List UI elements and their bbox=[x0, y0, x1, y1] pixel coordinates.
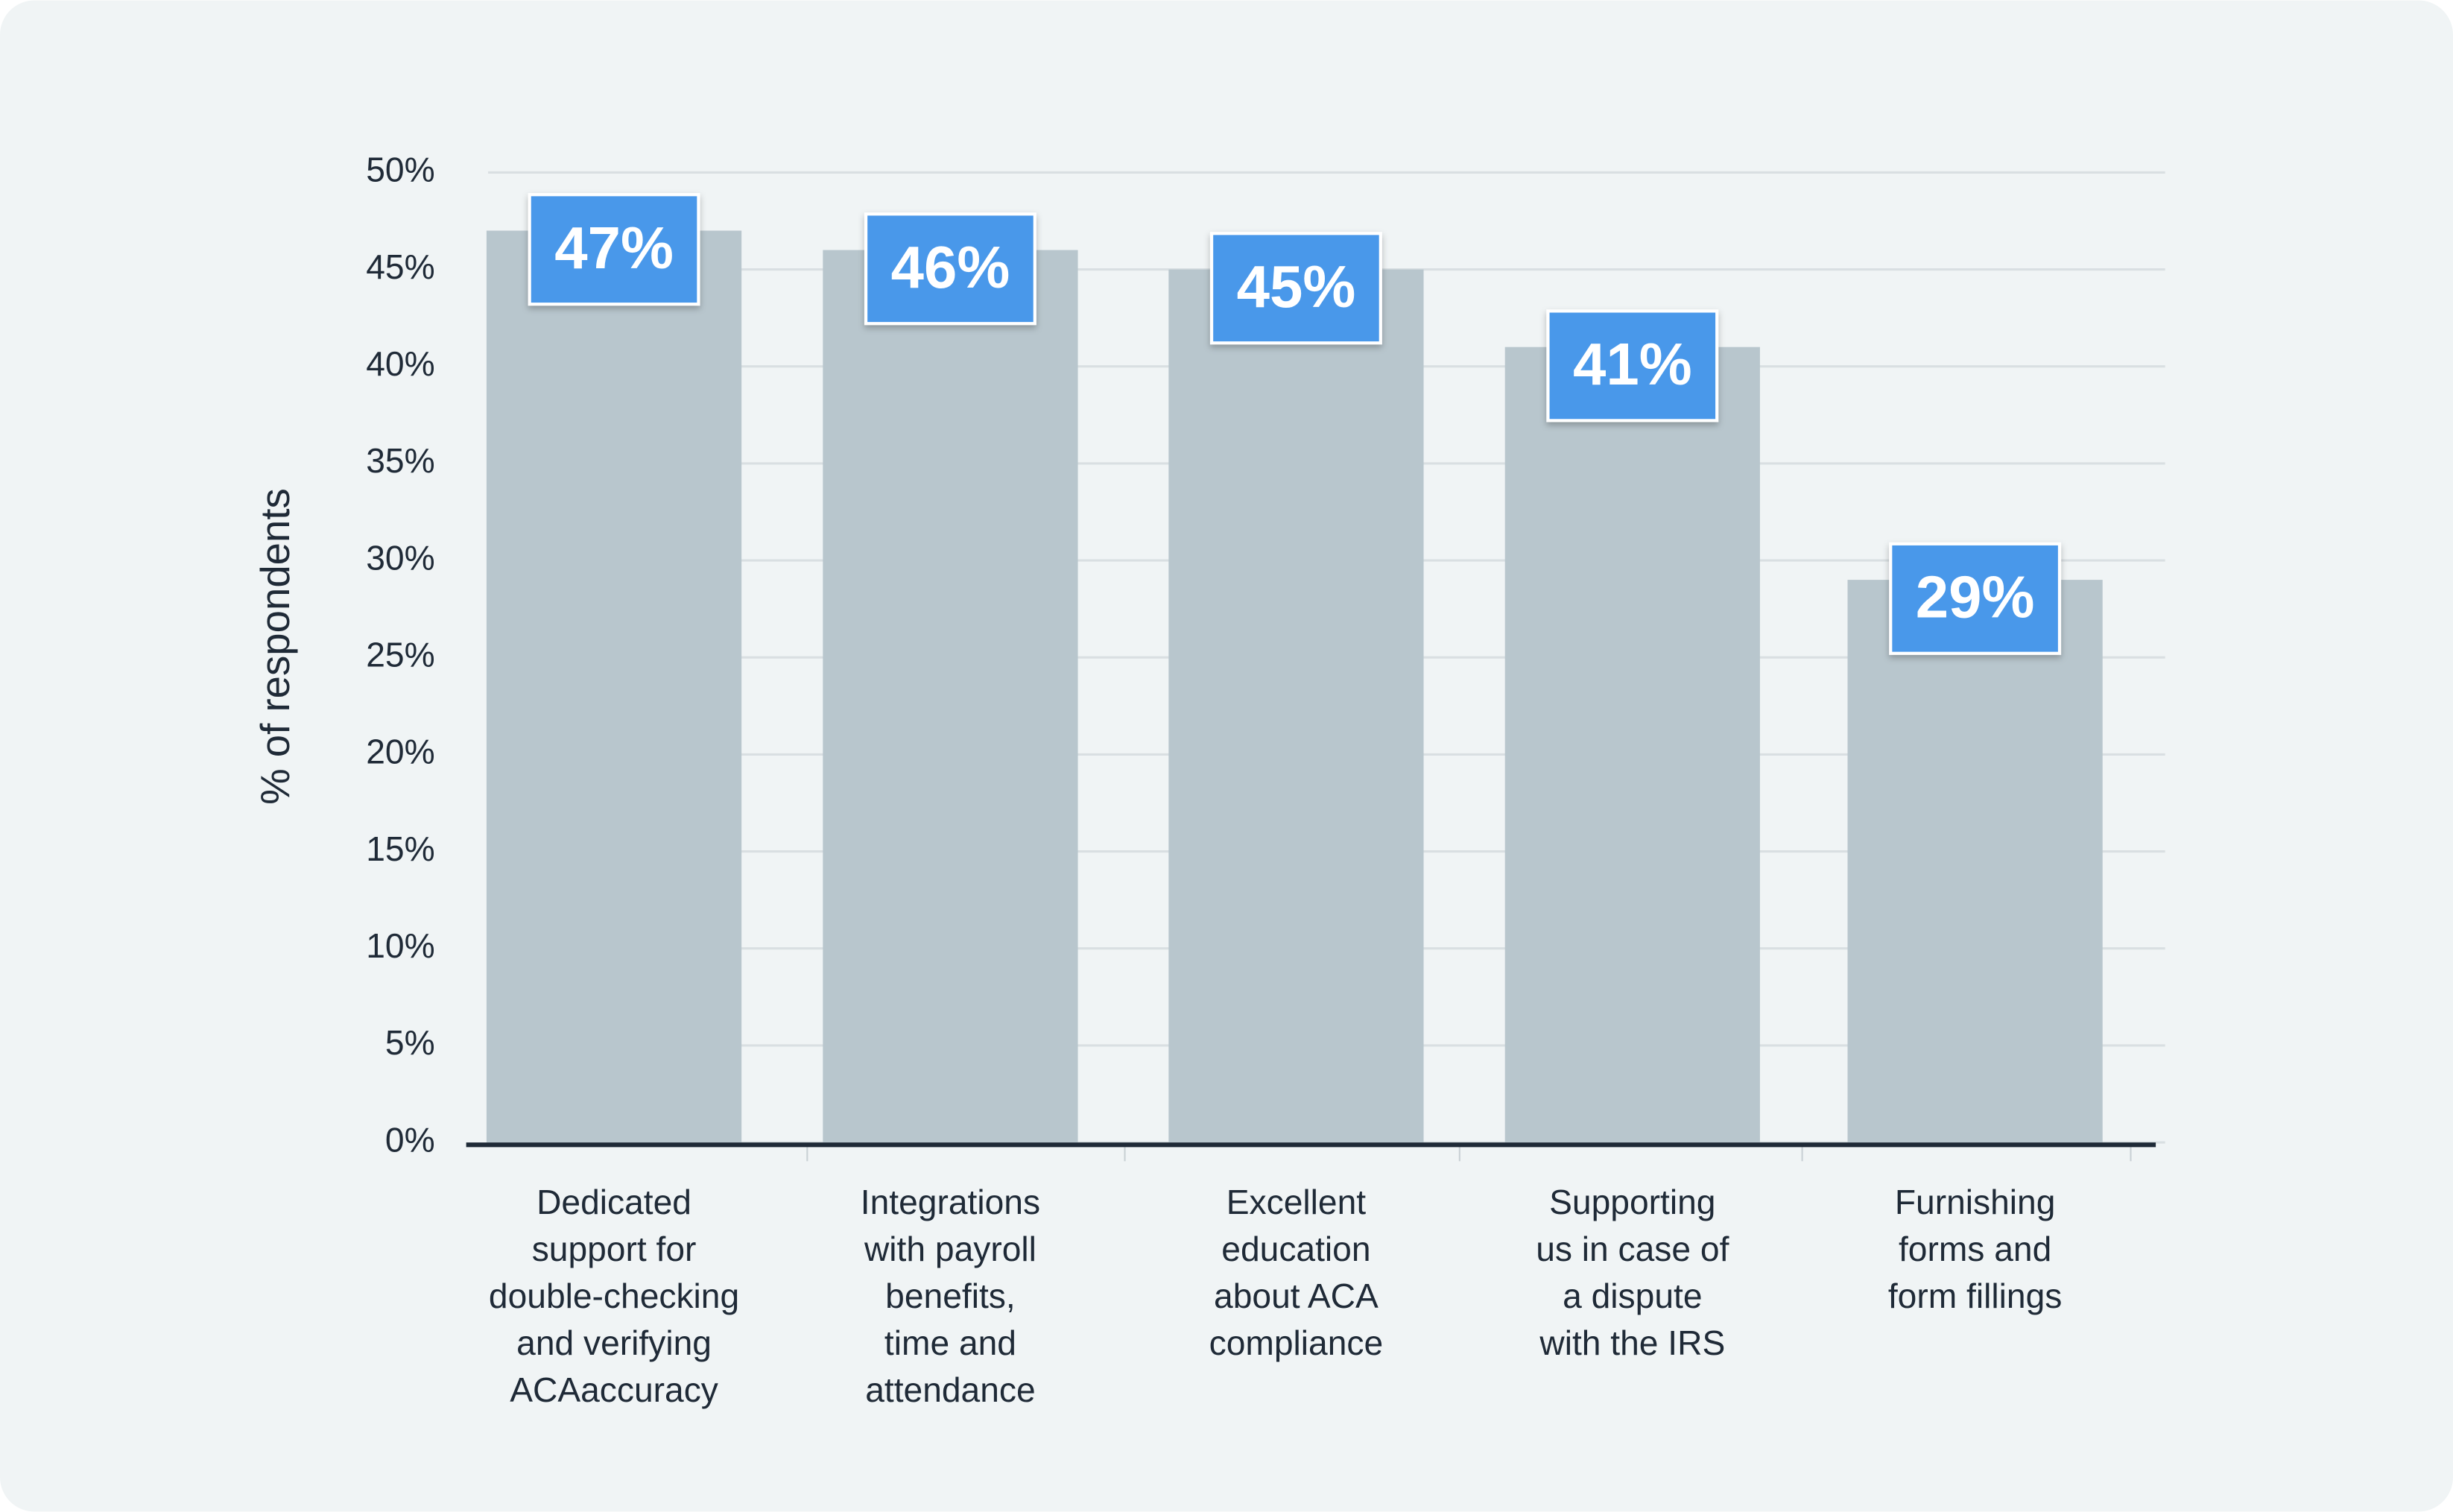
x-tick-label-line: Supporting bbox=[1549, 1183, 1715, 1221]
y-tick-label: 0% bbox=[385, 1120, 435, 1159]
x-tick-label-line: attendance bbox=[865, 1370, 1036, 1409]
value-label-box bbox=[864, 212, 1036, 326]
x-tick-label-line: forms and bbox=[1899, 1230, 2051, 1268]
x-tick-label-line: Integrations bbox=[861, 1183, 1040, 1221]
y-tick-label: 20% bbox=[366, 733, 434, 771]
bar bbox=[1168, 269, 1424, 1143]
x-tick-label: Excellent education about ACA compliance bbox=[1209, 1183, 1384, 1362]
y-axis-title: % of respondents bbox=[253, 488, 298, 805]
x-tick-label-line: and verifying bbox=[516, 1323, 712, 1362]
x-tick-label-line: benefits, bbox=[885, 1277, 1016, 1315]
y-tick-label: 5% bbox=[385, 1023, 435, 1062]
y-tick-label: 25% bbox=[366, 635, 434, 674]
value-label-box bbox=[1546, 309, 1719, 423]
y-tick-label: 50% bbox=[366, 151, 434, 189]
x-tick-label-line: compliance bbox=[1209, 1323, 1384, 1362]
bar bbox=[486, 230, 742, 1143]
x-tick-label: Dedicated support for double-checking and v… bbox=[489, 1183, 739, 1409]
value-label: 47% bbox=[554, 215, 674, 281]
x-tick-label-line: time and bbox=[884, 1323, 1016, 1362]
x-tick-label-line: about ACA bbox=[1214, 1277, 1379, 1315]
value-label: 29% bbox=[1916, 564, 2035, 630]
x-tick-label-line: Excellent bbox=[1226, 1183, 1367, 1221]
x-tick-label: Furnishing forms and form fillings bbox=[1888, 1183, 2062, 1315]
x-tick-label-line: a dispute bbox=[1563, 1277, 1702, 1315]
bar bbox=[823, 250, 1078, 1143]
y-tick-label: 15% bbox=[366, 829, 434, 868]
value-label: 45% bbox=[1237, 253, 1356, 320]
x-tick-label-line: Furnishing bbox=[1895, 1183, 2056, 1221]
y-tick-label: 35% bbox=[366, 441, 434, 480]
x-tick-label-line: education bbox=[1221, 1230, 1370, 1268]
x-tick-label-line: double-checking bbox=[489, 1277, 739, 1315]
y-tick-label: 45% bbox=[366, 247, 434, 286]
value-label-box bbox=[1209, 232, 1382, 345]
x-tick-label-line: us in case of bbox=[1536, 1230, 1729, 1268]
value-label-box bbox=[1889, 542, 2062, 655]
bar bbox=[1504, 347, 1760, 1143]
bar bbox=[1847, 580, 2103, 1143]
value-label: 46% bbox=[891, 234, 1010, 300]
x-tick-label: Supporting us in case of a dispute with the… bbox=[1536, 1183, 1729, 1362]
x-tick-label-line: support for bbox=[532, 1230, 697, 1268]
value-label-box bbox=[528, 193, 700, 306]
y-tick-label: 30% bbox=[366, 538, 434, 577]
value-label: 41% bbox=[1573, 331, 1692, 397]
x-tick-label-line: Dedicated bbox=[537, 1183, 691, 1221]
x-tick-label: Integrations with payroll benefits, time an… bbox=[861, 1183, 1040, 1409]
x-tick-label-line: ACAaccuracy bbox=[510, 1370, 718, 1409]
x-tick-label-line: with payroll bbox=[864, 1230, 1036, 1268]
x-tick-label-line: with the IRS bbox=[1539, 1323, 1725, 1362]
y-tick-label: 40% bbox=[366, 344, 434, 383]
y-tick-label: 10% bbox=[366, 926, 434, 965]
x-tick-label-line: form fillings bbox=[1888, 1277, 2062, 1315]
